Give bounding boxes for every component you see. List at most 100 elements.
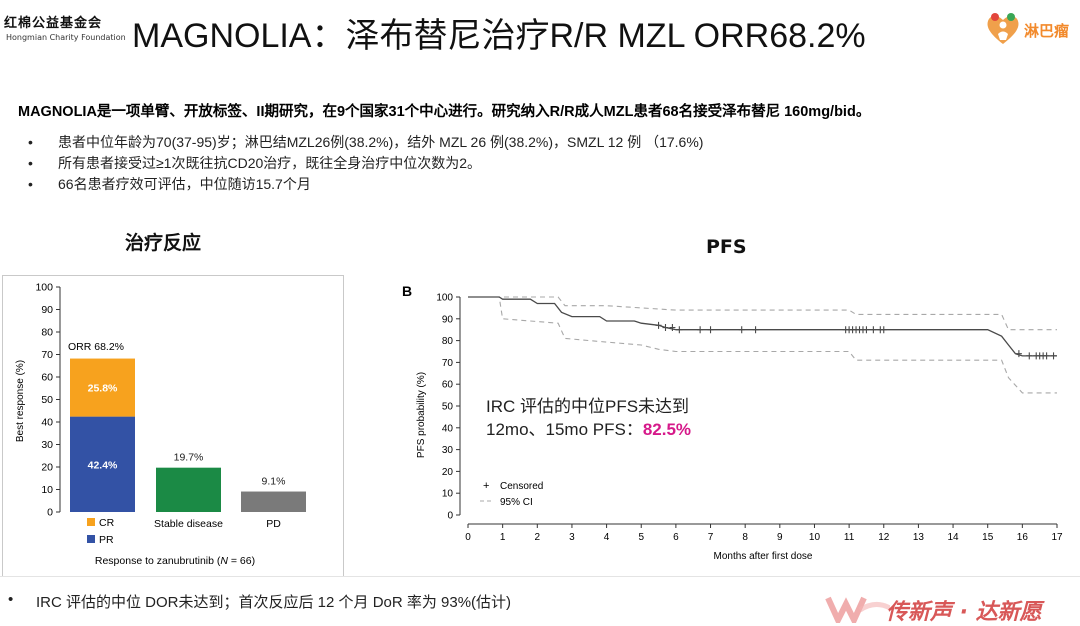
response-chart-frame: 0 10 20 30 40 50 60 70 80 90 100 42.4% 25.8% 19.7% St…	[2, 275, 344, 577]
bar-stable-disease	[156, 467, 221, 512]
response-x-label: Response to zanubrutinib (N = 66)	[95, 555, 255, 567]
legend-label-pr: PR	[99, 534, 114, 546]
bar-pd	[241, 491, 306, 512]
panel-label: B	[402, 283, 412, 299]
pfs-annotation-line2: 12mo、15mo PFS：82.5%	[486, 420, 691, 439]
pfs-x-label: Months after first dose	[714, 551, 813, 562]
x-tick-label: 6	[673, 532, 679, 543]
y-tick-label: 30	[41, 439, 53, 451]
bar-value-label: 25.8%	[88, 383, 118, 395]
ci-lower-line	[468, 296, 1057, 394]
y-tick-label: 40	[41, 417, 53, 429]
y-tick-label: 50	[41, 394, 53, 406]
y-tick-label: 100	[436, 293, 453, 304]
x-tick-label: 1	[500, 532, 506, 543]
ci-upper-line	[468, 296, 1057, 331]
x-category-label: Stable disease	[154, 518, 223, 530]
x-category-label: PD	[266, 518, 281, 530]
bullet-item: 66名患者疗效可评估，中位随访15.7个月	[18, 174, 703, 195]
censor-mark	[752, 326, 759, 334]
censor-mark	[880, 326, 887, 334]
y-tick-label: 40	[442, 423, 454, 434]
y-tick-label: 10	[442, 489, 454, 500]
censor-mark	[676, 326, 683, 334]
x-tick-label: 4	[604, 532, 610, 543]
pfs-chart-frame: B 0 10 20 30 40 50 60 70 80 90 100 0 1 2 3 4 5 6 7 8 9 10 11 12…	[388, 270, 1080, 575]
foundation-logo: 红棉公益基金会 Hongmian Charity Foundation	[4, 12, 130, 46]
y-tick-label: 30	[442, 445, 454, 456]
slide-title: MAGNOLIA：泽布替尼治疗R/R MZL ORR68.2%	[132, 17, 866, 55]
legend-censored-marker: +	[483, 480, 489, 492]
y-tick-label: 10	[41, 484, 53, 496]
y-tick-label: 80	[41, 327, 53, 339]
foundation-name-en: Hongmian Charity Foundation	[6, 33, 126, 42]
response-y-label: Best response (%)	[15, 360, 26, 442]
censor-mark	[669, 324, 676, 332]
orr-label: ORR 68.2%	[68, 341, 124, 353]
y-tick-label: 80	[442, 336, 454, 347]
foundation-name-cn: 红棉公益基金会	[4, 16, 103, 31]
censor-mark	[1026, 352, 1033, 360]
brush-w-icon	[825, 596, 890, 623]
x-tick-label: 8	[742, 532, 748, 543]
bar-cr	[70, 358, 135, 417]
response-legend: CR PR	[87, 517, 115, 546]
censor-mark	[655, 321, 662, 329]
bar-value-label: 9.1%	[262, 476, 286, 488]
censor-mark	[738, 326, 745, 334]
censor-mark	[863, 326, 870, 334]
response-section-title: 治疗反应	[125, 232, 202, 254]
y-tick-label: 20	[41, 462, 53, 474]
divider	[0, 576, 1080, 577]
censor-mark	[662, 324, 669, 332]
censor-mark	[870, 326, 877, 334]
legend-label-ci: 95% CI	[500, 497, 533, 508]
y-tick-label: 20	[442, 467, 454, 478]
pfs-legend: + Censored 95% CI	[480, 480, 543, 508]
x-tick-label: 3	[569, 532, 575, 543]
campaign-banner: 传新声 · 达新愿	[820, 590, 1080, 625]
censor-mark	[707, 326, 714, 334]
y-tick-label: 0	[447, 511, 453, 522]
pfs-y-label: PFS probability (%)	[416, 372, 427, 458]
bullet-item: 患者中位年龄为70(37-95)岁；淋巴结MZL26例(38.2%)，结外 MZ…	[18, 132, 703, 153]
km-curve	[468, 296, 1057, 357]
y-tick-label: 100	[35, 282, 53, 294]
study-intro: MAGNOLIA是一项单臂、开放标签、II期研究，在9个国家31个中心进行。研究…	[18, 104, 871, 120]
x-tick-label: 16	[1017, 532, 1029, 543]
bar-pr	[70, 416, 135, 512]
lymphoma-logo: 淋巴瘤	[982, 8, 1080, 48]
censor-mark	[1015, 350, 1022, 358]
x-tick-label: 14	[947, 532, 959, 543]
x-tick-label: 9	[777, 532, 783, 543]
pfs-section-title: PFS	[706, 236, 747, 258]
x-tick-label: 7	[708, 532, 714, 543]
response-bar-chart: 0 10 20 30 40 50 60 70 80 90 100 42.4% 25.8% 19.7% St…	[15, 282, 306, 567]
bullet-item: 所有患者接受过≥1次既往抗CD20治疗，既往全身治疗中位次数为2。	[18, 153, 703, 174]
legend-swatch-pr	[87, 535, 95, 543]
y-tick-label: 0	[47, 507, 53, 519]
bar-value-label: 42.4%	[88, 459, 118, 471]
y-tick-label: 60	[41, 372, 53, 384]
y-tick-label: 70	[442, 358, 454, 369]
x-tick-label: 5	[638, 532, 644, 543]
study-bullets: 患者中位年龄为70(37-95)岁；淋巴结MZL26例(38.2%)，结外 MZ…	[18, 132, 703, 195]
y-tick-label: 50	[442, 402, 454, 413]
x-tick-label: 0	[465, 532, 471, 543]
legend-swatch-cr	[87, 518, 95, 526]
x-tick-label: 10	[809, 532, 821, 543]
family-heart-icon	[987, 13, 1019, 44]
banner-text: 传新声 · 达新愿	[886, 600, 1042, 625]
y-tick-label: 70	[41, 349, 53, 361]
lymphoma-logo-text: 淋巴瘤	[1024, 22, 1070, 40]
x-tick-label: 17	[1051, 532, 1063, 543]
bar-value-label: 19.7%	[174, 452, 204, 464]
x-tick-label: 15	[982, 532, 994, 543]
legend-label-censored: Censored	[500, 481, 543, 492]
x-tick-label: 12	[878, 532, 890, 543]
censor-mark	[1050, 352, 1057, 360]
legend-label-cr: CR	[99, 517, 115, 529]
x-tick-label: 2	[535, 532, 541, 543]
dor-text: IRC 评估的中位 DOR未达到；首次反应后 12 个月 DoR 率为 93%(…	[36, 594, 512, 611]
